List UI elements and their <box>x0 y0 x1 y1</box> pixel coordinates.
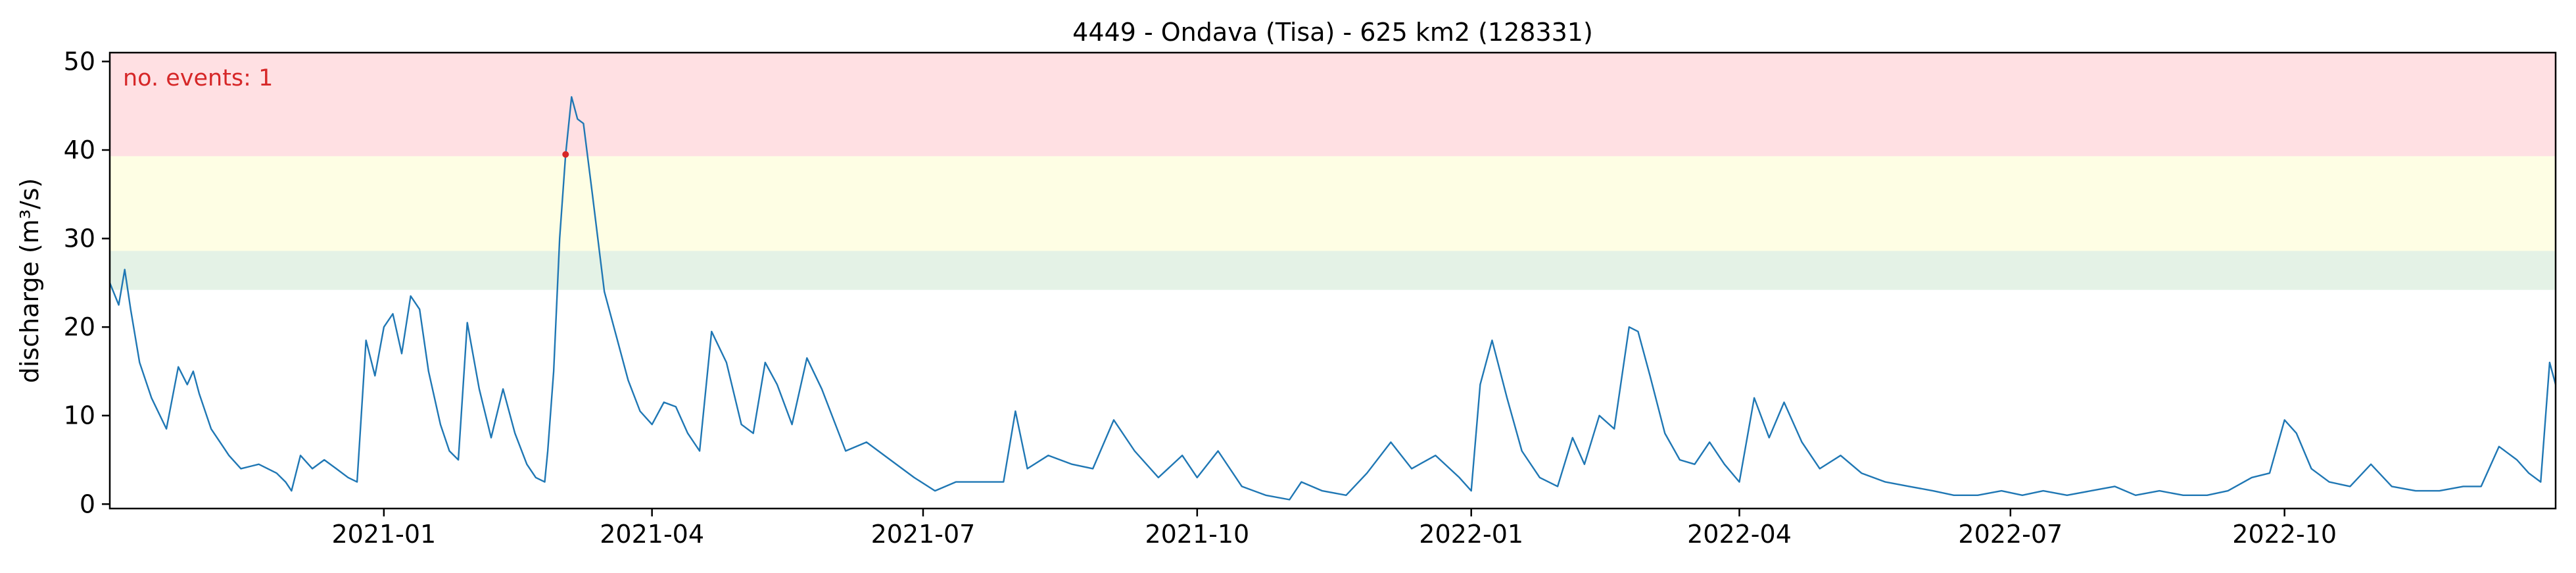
x-tick-label: 2021-01 <box>331 520 436 549</box>
y-axis-label: discharge (m³/s) <box>15 178 44 384</box>
x-axis: 2021-01 2021-04 2021-07 2021-10 2022-01 2022-… <box>331 509 2337 549</box>
series-line-discharge <box>108 96 2557 501</box>
plot-frame <box>108 51 2557 510</box>
y-tick-label: 10 <box>64 401 95 430</box>
x-tick-label: 2021-07 <box>871 520 976 549</box>
threshold-band-medium <box>110 156 2556 251</box>
events-count-annotation: no. events: 1 <box>123 65 273 91</box>
threshold-bands <box>110 53 2556 290</box>
x-tick-label: 2022-10 <box>2232 520 2337 549</box>
y-tick-label: 30 <box>64 224 95 253</box>
series-layer <box>108 96 2557 501</box>
y-tick-label: 50 <box>64 47 95 76</box>
y-tick-label: 0 <box>80 489 95 518</box>
chart-title: 4449 - Ondava (Tisa) - 625 km2 (128331) <box>1072 18 1593 47</box>
y-axis: 0 10 20 30 40 50 <box>64 47 110 518</box>
x-tick-label: 2022-07 <box>1958 520 2063 549</box>
event-marker <box>562 151 569 158</box>
events-layer <box>562 151 569 158</box>
threshold-band-high <box>110 53 2556 157</box>
x-tick-label: 2022-04 <box>1687 520 1792 549</box>
x-tick-label: 2021-10 <box>1145 520 1249 549</box>
x-tick-label: 2021-04 <box>600 520 704 549</box>
y-tick-label: 40 <box>64 136 95 164</box>
y-tick-label: 20 <box>64 312 95 341</box>
threshold-band-low <box>110 251 2556 290</box>
x-tick-label: 2022-01 <box>1419 520 1523 549</box>
